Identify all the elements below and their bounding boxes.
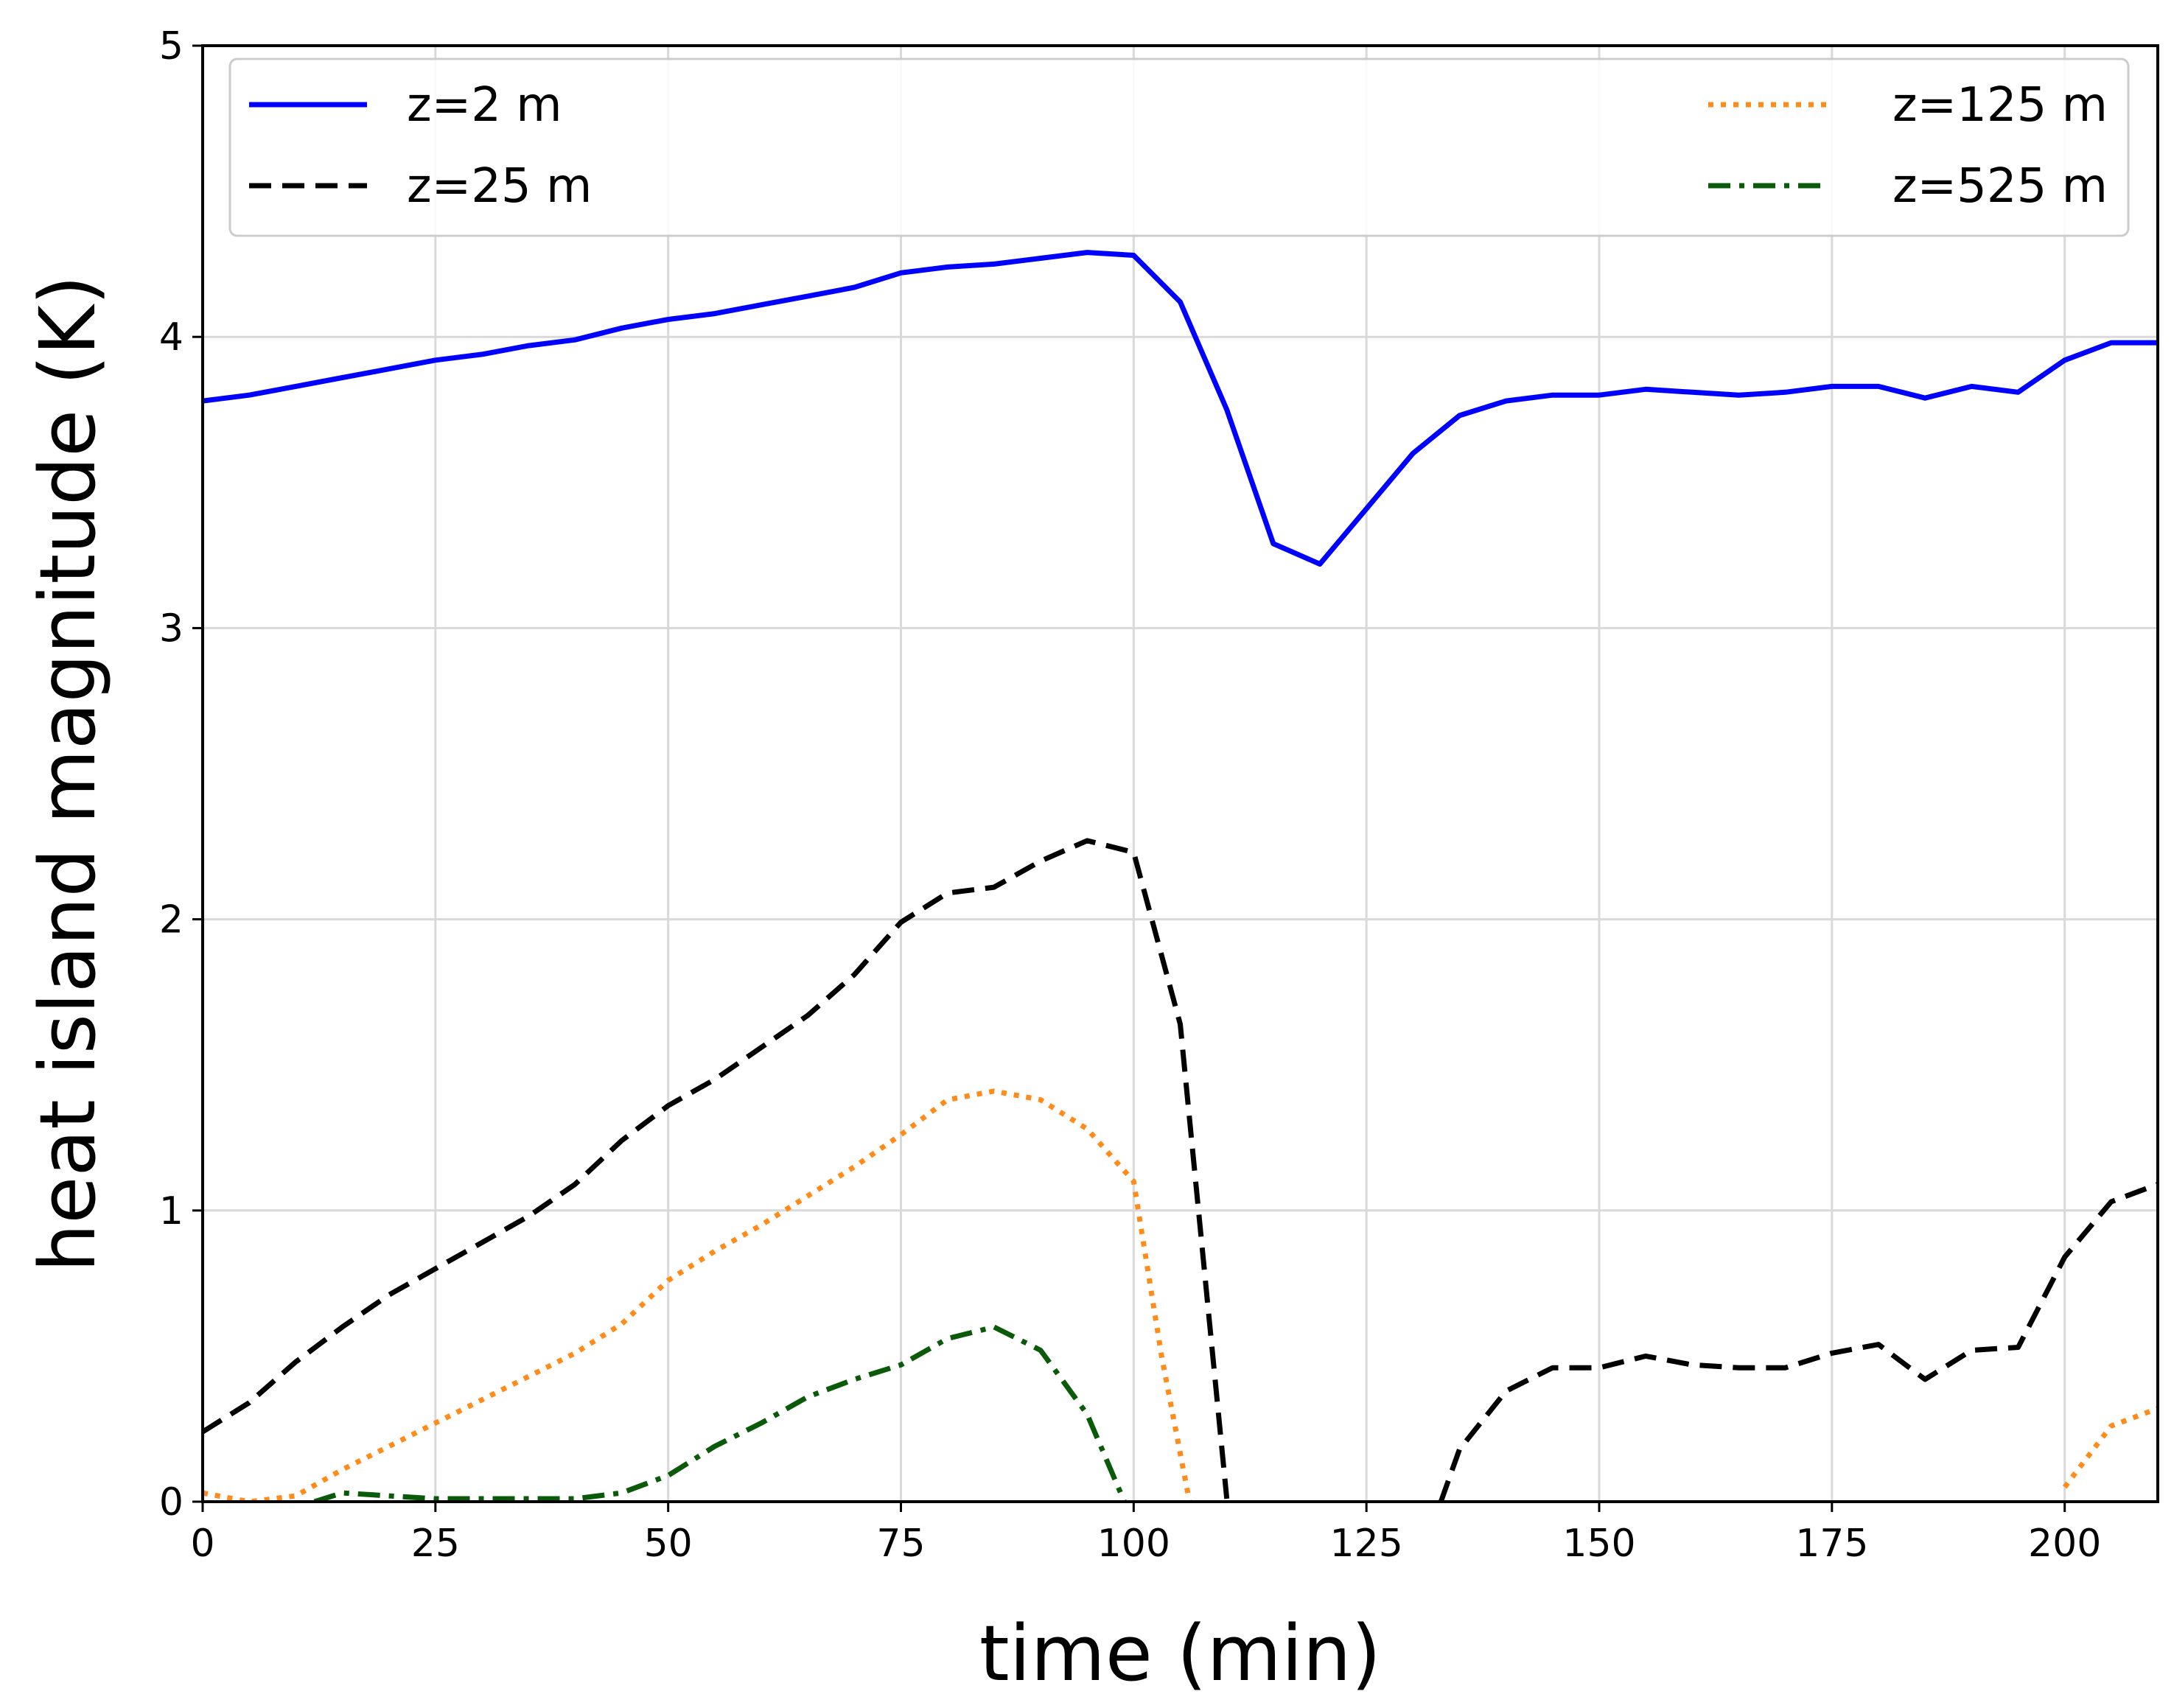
legend-label-4: z=525 m xyxy=(1892,159,2108,214)
x-tick-label: 25 xyxy=(411,1522,460,1566)
plot-frame xyxy=(201,44,2159,1503)
y-axis-title: heat island magnitude (K) xyxy=(23,275,113,1272)
y-tick-label: 3 xyxy=(159,606,184,651)
x-tick-label: 200 xyxy=(2028,1522,2101,1566)
series-line-2 xyxy=(203,838,2158,1502)
legend: z=2 m z=25 m z=125 m z=525 m xyxy=(228,57,2130,237)
y-tick-label: 5 xyxy=(159,24,184,69)
x-tick-label: 150 xyxy=(1562,1522,1635,1566)
series-line-4 xyxy=(313,1324,1127,1502)
x-tick-label: 125 xyxy=(1330,1522,1403,1566)
series-layer xyxy=(203,250,2158,1502)
x-axis-title: time (min) xyxy=(979,1609,1381,1698)
grid-layer xyxy=(201,44,2158,1503)
series-line-3 xyxy=(203,1088,2158,1502)
y-tick-label: 0 xyxy=(159,1480,184,1525)
x-tick-label: 175 xyxy=(1795,1522,1868,1566)
x-tick-label: 0 xyxy=(190,1522,214,1566)
legend-box xyxy=(228,57,2130,237)
series-line-1 xyxy=(203,250,2158,567)
y-tick-label: 1 xyxy=(159,1189,184,1233)
x-tick-label: 75 xyxy=(876,1522,925,1566)
y-tick-label: 4 xyxy=(159,315,184,360)
legend-label-3: z=125 m xyxy=(1892,78,2108,133)
ticks-layer: 0 25 50 75 100 125 150 175 200 0 1 2 3 4 5 xyxy=(159,24,2101,1566)
y-tick-label: 2 xyxy=(159,898,184,942)
legend-label-2: z=25 m xyxy=(407,159,592,214)
x-tick-label: 50 xyxy=(644,1522,693,1566)
x-tick-label: 100 xyxy=(1097,1522,1170,1566)
legend-label-1: z=2 m xyxy=(407,78,562,133)
